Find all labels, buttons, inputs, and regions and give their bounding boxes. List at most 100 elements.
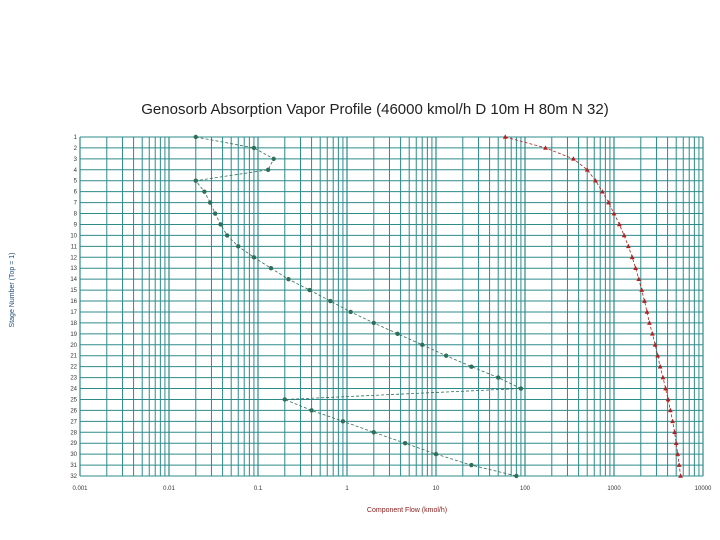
y-tick-label: 28 [70, 430, 77, 436]
series-2-point [657, 364, 663, 369]
x-tick-label: 100 [520, 486, 531, 492]
y-tick-label: 24 [70, 387, 77, 393]
x-tick-label: 10000 [695, 486, 712, 492]
series-1-point [309, 408, 314, 413]
series-1-point [207, 200, 213, 205]
x-tick-label: 1000 [607, 486, 621, 492]
series-2-point [584, 167, 590, 172]
series-1-point [236, 244, 241, 249]
series-1-point [518, 386, 524, 391]
y-tick-label: 7 [74, 201, 78, 207]
x-tick-label: 0.1 [254, 486, 263, 492]
series-2-point [675, 451, 681, 456]
y-tick-label: 20 [70, 343, 77, 349]
series-2-point [678, 473, 683, 478]
series-2-point [644, 309, 650, 314]
y-tick-label: 19 [70, 332, 77, 338]
series-2-point [663, 385, 669, 391]
x-axis-label: Component Flow (kmol/h) [367, 507, 447, 514]
y-tick-label: 15 [70, 288, 77, 294]
tick-labels: 0.001 0.01 0.1 1 10 100 1000 100001234567891011… [70, 135, 712, 492]
series-1-point [282, 397, 287, 402]
series-1-point [307, 287, 312, 293]
y-axis-label: Stage Number (Top = 1) [9, 253, 16, 328]
series-1-point [193, 178, 198, 183]
y-tick-label: 6 [74, 190, 78, 196]
series-1-point [371, 430, 376, 435]
series-2-point [593, 178, 598, 183]
y-tick-label: 4 [74, 168, 78, 174]
y-tick-label: 1 [74, 135, 78, 141]
series-2-point [636, 276, 642, 281]
series-2-point [617, 221, 622, 227]
y-tick-label: 16 [70, 299, 77, 305]
y-tick-label: 27 [70, 419, 77, 425]
series-1-point [469, 364, 474, 369]
series-2-point [611, 210, 617, 216]
y-tick-label: 12 [70, 255, 77, 261]
y-tick-label: 22 [70, 365, 77, 371]
series-1-point [271, 156, 276, 162]
series-2-point [673, 440, 679, 445]
series-1-point [286, 276, 291, 282]
series-1-point [443, 353, 449, 358]
series-2-point [639, 287, 645, 292]
series-2-line [505, 136, 681, 477]
y-tick-label: 32 [70, 474, 77, 480]
y-tick-label: 18 [70, 321, 77, 327]
series-2-point [502, 134, 508, 139]
y-tick-label: 10 [70, 233, 77, 239]
series-2-point [642, 298, 647, 303]
series-1-point [348, 309, 353, 315]
series-1-point [193, 134, 198, 140]
series-1-point [371, 320, 376, 326]
y-tick-label: 5 [74, 179, 78, 185]
series-2-point [649, 331, 655, 336]
series-1-line [195, 136, 522, 477]
y-tick-label: 26 [70, 408, 77, 414]
series-1-point [251, 145, 257, 151]
y-tick-label: 11 [71, 244, 78, 250]
series-1-point [514, 473, 519, 479]
y-tick-label: 30 [70, 452, 77, 458]
series-2-point [621, 232, 627, 238]
series-1-point [328, 298, 333, 304]
y-tick-label: 14 [70, 277, 77, 283]
series-2-point [647, 320, 652, 325]
y-tick-label: 17 [70, 310, 77, 316]
y-tick-label: 31 [70, 463, 77, 469]
series-2-point [652, 342, 658, 347]
series-1-point [224, 233, 230, 238]
y-tick-label: 29 [70, 441, 77, 447]
series-1-point [202, 189, 207, 194]
series-1-point [433, 451, 439, 457]
y-tick-label: 25 [70, 397, 77, 403]
series-1-point [218, 222, 223, 227]
x-tick-label: 0.001 [72, 486, 88, 492]
series-1-point [496, 375, 501, 380]
y-tick-label: 13 [70, 266, 77, 272]
y-tick-label: 21 [70, 354, 77, 360]
y-tick-label: 9 [74, 222, 78, 228]
series-2-point [571, 156, 576, 161]
x-tick-label: 1 [345, 486, 349, 492]
series-1-point [420, 342, 425, 347]
series-1-point [469, 462, 474, 468]
series-2-point [665, 396, 671, 402]
series-1-point [268, 266, 274, 271]
series-2-point [667, 407, 673, 413]
series-2-point [655, 353, 661, 358]
series-2-point [599, 189, 605, 194]
series-2-point [543, 145, 548, 150]
series-1-point [251, 255, 257, 260]
series-1-point [395, 331, 400, 337]
y-tick-label: 2 [74, 146, 78, 152]
series-1-point [212, 211, 218, 216]
series-2-point [625, 243, 631, 249]
y-tick-label: 23 [70, 376, 77, 382]
series-2-point [676, 462, 682, 467]
series-1-point [340, 419, 346, 424]
series-1-point [265, 167, 271, 173]
series-2-point [629, 254, 635, 260]
grid-lines [79, 136, 704, 477]
